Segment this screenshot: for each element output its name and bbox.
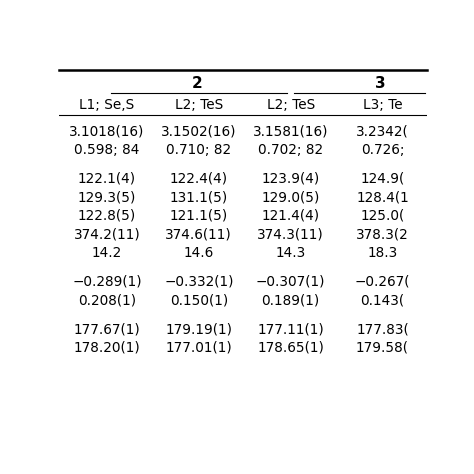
Text: 122.1(4): 122.1(4) bbox=[78, 172, 136, 185]
Text: 374.6(11): 374.6(11) bbox=[165, 228, 232, 241]
Text: 131.1(5): 131.1(5) bbox=[170, 190, 228, 204]
Text: 0.598; 84: 0.598; 84 bbox=[74, 143, 140, 157]
Text: 125.0(: 125.0( bbox=[360, 209, 405, 223]
Text: 14.3: 14.3 bbox=[275, 246, 306, 260]
Text: 124.9(: 124.9( bbox=[360, 172, 405, 185]
Text: 177.67(1): 177.67(1) bbox=[73, 322, 140, 336]
Text: 3.2342(: 3.2342( bbox=[356, 124, 409, 138]
Text: L1; Se,S: L1; Se,S bbox=[79, 98, 135, 112]
Text: 374.3(11): 374.3(11) bbox=[257, 228, 324, 241]
Text: 374.2(11): 374.2(11) bbox=[73, 228, 140, 241]
Text: 177.83(: 177.83( bbox=[356, 322, 409, 336]
Text: 0.150(1): 0.150(1) bbox=[170, 293, 228, 308]
Text: 378.3(2: 378.3(2 bbox=[356, 228, 409, 241]
Text: 14.6: 14.6 bbox=[184, 246, 214, 260]
Text: 0.726;: 0.726; bbox=[361, 143, 404, 157]
Text: 121.4(4): 121.4(4) bbox=[262, 209, 320, 223]
Text: 129.3(5): 129.3(5) bbox=[78, 190, 136, 204]
Text: 3.1502(16): 3.1502(16) bbox=[161, 124, 237, 138]
Text: 121.1(5): 121.1(5) bbox=[170, 209, 228, 223]
Text: 177.01(1): 177.01(1) bbox=[165, 341, 232, 355]
Text: 177.11(1): 177.11(1) bbox=[257, 322, 324, 336]
Text: 122.8(5): 122.8(5) bbox=[78, 209, 136, 223]
Text: −0.332(1): −0.332(1) bbox=[164, 275, 234, 289]
Text: L3; Te: L3; Te bbox=[363, 98, 402, 112]
Text: 128.4(1: 128.4(1 bbox=[356, 190, 409, 204]
Text: −0.289(1): −0.289(1) bbox=[72, 275, 142, 289]
Text: 0.143(: 0.143( bbox=[360, 293, 405, 308]
Text: −0.267(: −0.267( bbox=[355, 275, 410, 289]
Text: 0.702; 82: 0.702; 82 bbox=[258, 143, 323, 157]
Text: 178.65(1): 178.65(1) bbox=[257, 341, 324, 355]
Text: 14.2: 14.2 bbox=[92, 246, 122, 260]
Text: 129.0(5): 129.0(5) bbox=[262, 190, 320, 204]
Text: 179.19(1): 179.19(1) bbox=[165, 322, 232, 336]
Text: L2; TeS: L2; TeS bbox=[266, 98, 315, 112]
Text: 3: 3 bbox=[375, 76, 386, 91]
Text: 2: 2 bbox=[191, 76, 202, 91]
Text: −0.307(1): −0.307(1) bbox=[256, 275, 326, 289]
Text: 178.20(1): 178.20(1) bbox=[73, 341, 140, 355]
Text: 179.58(: 179.58( bbox=[356, 341, 409, 355]
Text: 0.710; 82: 0.710; 82 bbox=[166, 143, 231, 157]
Text: L2; TeS: L2; TeS bbox=[175, 98, 223, 112]
Text: 0.189(1): 0.189(1) bbox=[262, 293, 320, 308]
Text: 3.1018(16): 3.1018(16) bbox=[69, 124, 145, 138]
Text: 123.9(4): 123.9(4) bbox=[262, 172, 320, 185]
Text: 0.208(1): 0.208(1) bbox=[78, 293, 136, 308]
Text: 3.1581(16): 3.1581(16) bbox=[253, 124, 328, 138]
Text: 18.3: 18.3 bbox=[367, 246, 398, 260]
Text: 122.4(4): 122.4(4) bbox=[170, 172, 228, 185]
